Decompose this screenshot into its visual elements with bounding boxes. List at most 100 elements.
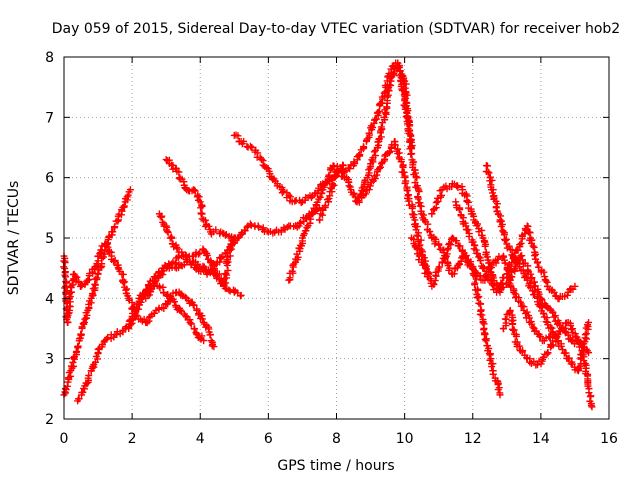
interp-point [206, 331, 214, 339]
interp-point [85, 371, 93, 379]
interp-point [529, 242, 537, 250]
interp-point [201, 216, 209, 224]
interp-point [544, 349, 552, 357]
interp-point [187, 320, 195, 328]
data-point [84, 276, 92, 284]
interp-point [456, 242, 464, 250]
data-point [329, 162, 337, 170]
interp-point [164, 228, 172, 236]
interp-point [521, 230, 529, 238]
interp-point [456, 206, 464, 214]
interp-point [543, 350, 551, 358]
interp-point [453, 237, 461, 245]
y-tick-label: 5 [45, 231, 54, 247]
interp-point [77, 331, 85, 339]
interp-point [205, 222, 213, 230]
interp-point [74, 277, 82, 285]
interp-point [471, 279, 479, 287]
x-tick-label: 10 [396, 431, 414, 447]
interp-point [473, 249, 481, 257]
interp-point [403, 187, 411, 195]
interp-point [483, 162, 491, 170]
interp-point [329, 180, 337, 188]
interp-point [163, 227, 171, 235]
interp-point [482, 337, 490, 345]
interp-point [450, 270, 458, 278]
x-tick-label: 0 [60, 431, 69, 447]
interp-point [428, 210, 436, 218]
y-tick-label: 7 [45, 110, 54, 126]
interp-point [181, 312, 189, 320]
interp-point [494, 386, 502, 394]
interp-point [515, 342, 523, 350]
interp-point [89, 268, 97, 276]
interp-point [454, 183, 462, 191]
interp-point [321, 201, 329, 209]
data-point [533, 361, 541, 369]
interp-point [394, 150, 402, 158]
data-point [200, 246, 208, 254]
interp-point [356, 151, 364, 159]
interp-point [567, 326, 575, 334]
interp-point [89, 291, 97, 299]
data-point [126, 186, 134, 194]
interp-point [538, 304, 546, 312]
interp-point [128, 298, 136, 306]
interp-point [151, 278, 159, 286]
interp-point [542, 277, 550, 285]
interp-point [542, 303, 550, 311]
interp-point [422, 264, 430, 272]
data-point [585, 318, 593, 326]
interp-point [127, 321, 135, 329]
x-tick-label: 16 [600, 431, 618, 447]
interp-point [413, 231, 421, 239]
interp-point [280, 187, 288, 195]
interp-point [391, 141, 399, 149]
interp-point [396, 67, 404, 75]
interp-point [285, 191, 293, 199]
interp-point [510, 253, 518, 261]
interp-point [196, 249, 204, 257]
interp-point [488, 176, 496, 184]
interp-point [94, 345, 102, 353]
interp-point [386, 147, 394, 155]
interp-point [506, 308, 514, 316]
interp-point [508, 258, 516, 266]
interp-point [475, 253, 483, 261]
interp-point [246, 142, 254, 150]
interp-point [74, 342, 82, 350]
interp-point [493, 200, 501, 208]
y-tick-label: 8 [45, 50, 54, 66]
interp-point [170, 298, 178, 306]
interp-point [203, 252, 211, 260]
interp-point [63, 314, 71, 322]
interp-point [359, 143, 367, 151]
interp-point [383, 93, 391, 101]
interp-point [359, 187, 367, 195]
data-point [237, 291, 245, 299]
interp-point [330, 181, 338, 189]
interp-point [104, 333, 112, 341]
interp-point [415, 188, 423, 196]
interp-point [500, 253, 508, 261]
interp-point [374, 108, 382, 116]
interp-point [481, 242, 489, 250]
interp-point [188, 260, 196, 268]
interp-point [212, 226, 220, 234]
interp-point [488, 363, 496, 371]
data-marks-layer [60, 59, 596, 411]
interp-point [507, 262, 515, 270]
interp-point [501, 259, 509, 267]
interp-point [519, 266, 527, 274]
interp-point [241, 227, 249, 235]
interp-point [190, 301, 198, 309]
interp-point [497, 222, 505, 230]
interp-point [518, 252, 526, 260]
interp-point [73, 273, 81, 281]
interp-point [296, 219, 304, 227]
interp-point [550, 313, 558, 321]
data-point [588, 403, 596, 411]
interp-point [294, 253, 302, 261]
interp-point [538, 296, 546, 304]
